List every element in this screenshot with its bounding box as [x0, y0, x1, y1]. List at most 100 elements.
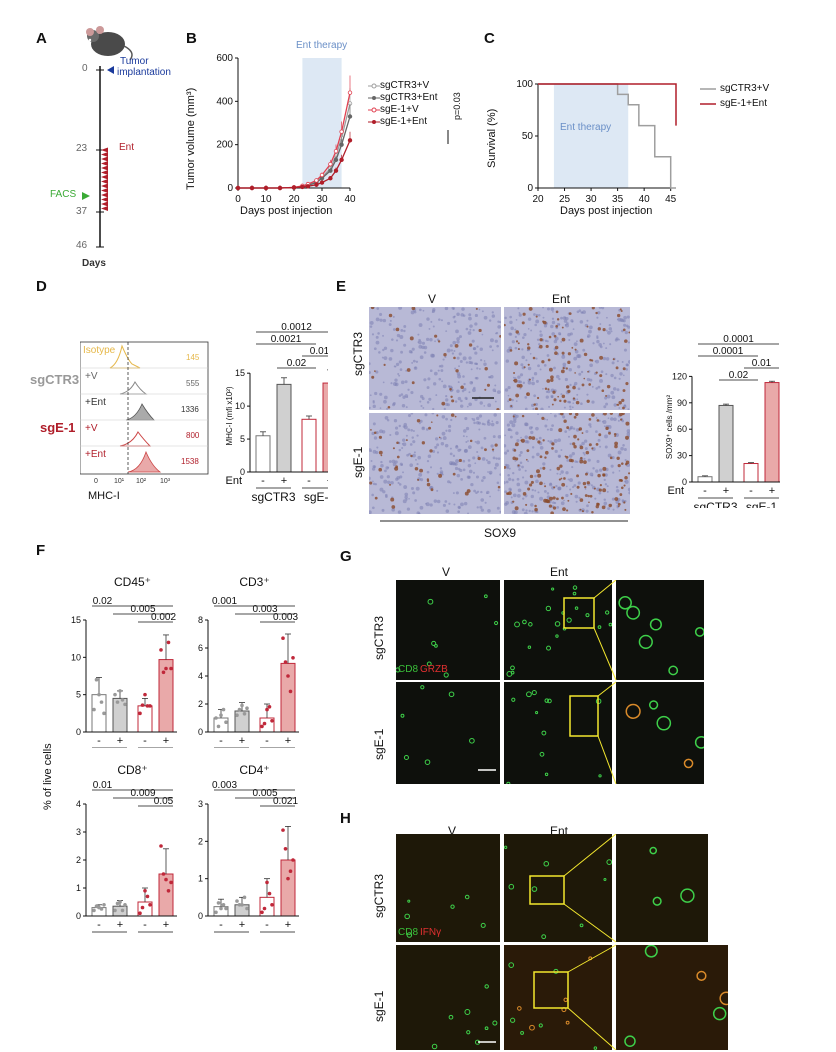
- tick-label: 400: [216, 96, 233, 107]
- ent-dose-arrows: [101, 147, 108, 211]
- cd8-cell: [719, 991, 728, 1006]
- data-point: [221, 903, 226, 907]
- sox9-positive-cell: [547, 358, 551, 362]
- nucleus: [467, 445, 472, 449]
- sox9-positive-cell: [588, 418, 592, 421]
- nucleus: [432, 325, 435, 328]
- nucleus: [386, 418, 390, 422]
- nucleus: [492, 450, 495, 453]
- sox9-positive-cell: [561, 326, 564, 329]
- nucleus: [410, 310, 415, 315]
- stain-label-cd8: CD8: [398, 927, 419, 938]
- group-label: sgCTR3: [30, 372, 80, 387]
- chart-title: CD45⁺: [114, 575, 151, 589]
- nucleus: [524, 469, 527, 472]
- sox9-positive-cell: [579, 508, 582, 511]
- cd8-cell: [694, 626, 704, 637]
- nucleus: [478, 414, 483, 418]
- nucleus: [563, 319, 568, 323]
- nucleus: [425, 337, 430, 342]
- nucleus: [623, 404, 627, 407]
- cd8-cell: [546, 645, 551, 651]
- sox9-positive-cell: [378, 450, 383, 455]
- nucleus: [431, 311, 434, 313]
- nucleus: [536, 511, 539, 514]
- cd8-cell: [656, 715, 672, 731]
- data-point: [339, 142, 344, 147]
- nucleus: [468, 360, 472, 365]
- sox9-positive-cell: [504, 465, 507, 469]
- data-point: [140, 703, 145, 707]
- tick-label: 0: [527, 183, 533, 194]
- xtick: 10²: [136, 478, 147, 485]
- nucleus: [445, 417, 448, 421]
- nucleus: [441, 380, 444, 383]
- data-point: [249, 185, 255, 191]
- mhc-bar-chart: 0510150.00120.00210.010.02-+-+EntsgCTR3s…: [225, 322, 328, 504]
- nucleus: [554, 449, 558, 454]
- nucleus: [538, 343, 541, 346]
- ihc-image: [504, 307, 630, 410]
- sox9-positive-cell: [617, 464, 621, 468]
- sox9-positive-cell: [579, 338, 584, 343]
- col-label-ent: Ent: [550, 565, 569, 579]
- nucleus: [581, 441, 585, 446]
- sox9-positive-cell: [515, 393, 520, 398]
- nucleus: [579, 320, 584, 324]
- sox9-positive-cell: [520, 439, 523, 442]
- nucleus: [395, 339, 399, 342]
- sox9-positive-cell: [411, 307, 416, 311]
- nucleus: [595, 430, 598, 433]
- nucleus: [426, 459, 430, 463]
- nucleus: [513, 510, 518, 514]
- nucleus: [389, 319, 392, 322]
- nucleus: [432, 308, 436, 312]
- sox9-positive-cell: [587, 370, 589, 373]
- nucleus: [462, 459, 466, 463]
- nucleus: [369, 510, 372, 514]
- nucleus: [439, 467, 443, 470]
- tick-label: 0: [235, 194, 241, 205]
- nucleus: [604, 434, 609, 439]
- sox9-positive-cell: [565, 455, 569, 459]
- sox9-positive-cell: [583, 352, 588, 357]
- treatment-sign: -: [97, 735, 101, 747]
- sox9-positive-cell: [583, 460, 587, 464]
- nucleus: [511, 340, 515, 344]
- sox9-positive-cell: [533, 403, 536, 406]
- cd8-cell: [644, 945, 658, 958]
- nucleus: [487, 460, 491, 465]
- legend-markers: [700, 88, 716, 105]
- sox9-positive-cell: [378, 467, 383, 472]
- cd8-cell: [464, 894, 470, 900]
- nucleus: [515, 431, 519, 435]
- sox9-positive-cell: [545, 344, 549, 349]
- treatment-sign: -: [307, 475, 311, 487]
- legend-item: sgCTR3+V: [720, 83, 770, 94]
- sox9-positive-cell: [526, 449, 530, 453]
- data-point: [263, 185, 269, 191]
- nucleus: [399, 368, 403, 371]
- nucleus: [622, 444, 625, 447]
- nucleus: [556, 506, 560, 509]
- flow-histograms: [80, 341, 209, 475]
- nucleus: [440, 441, 445, 446]
- data-point: [314, 182, 319, 187]
- nucleus: [382, 348, 385, 352]
- sox9-positive-cell: [436, 414, 439, 417]
- data-point: [242, 895, 247, 900]
- legend-item: sgCTR3+V: [380, 80, 430, 91]
- data-point: [214, 716, 218, 720]
- nucleus: [402, 471, 404, 474]
- nucleus: [509, 420, 514, 425]
- treatment-sign: +: [281, 475, 287, 487]
- nucleus: [372, 480, 374, 483]
- nucleus: [608, 327, 613, 331]
- sox9-positive-cell: [591, 307, 595, 310]
- sox9-positive-cell: [557, 395, 559, 398]
- sox9-positive-cell: [419, 468, 424, 473]
- nucleus: [517, 488, 522, 493]
- data-point: [161, 670, 166, 675]
- nucleus: [369, 394, 372, 397]
